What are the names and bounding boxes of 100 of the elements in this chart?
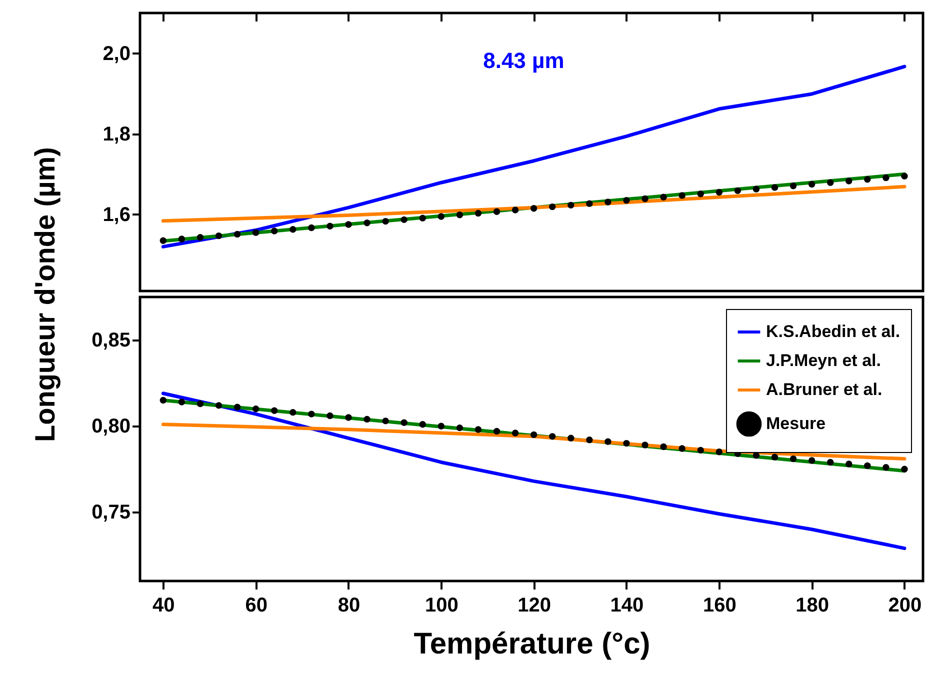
point	[882, 174, 890, 182]
y-tick-label: 0,75	[92, 502, 130, 524]
y-axis-title: Longueur d'onde (µm)	[30, 147, 60, 442]
x-tick-label: 140	[610, 594, 644, 616]
point	[364, 416, 370, 423]
point	[586, 436, 593, 444]
point	[345, 221, 352, 228]
x-tick-label: 180	[796, 594, 829, 616]
point	[234, 404, 241, 411]
x-tick-label: 200	[888, 594, 922, 616]
point	[697, 190, 704, 198]
point	[716, 448, 722, 456]
point	[178, 398, 186, 406]
x-axis-title: Température (°c)	[414, 628, 650, 660]
point	[196, 234, 204, 241]
point	[826, 179, 834, 186]
point	[215, 232, 222, 240]
point	[604, 198, 612, 206]
point	[178, 236, 186, 242]
point	[290, 408, 296, 416]
point	[271, 407, 278, 414]
point	[364, 220, 370, 226]
point	[623, 440, 630, 447]
legend-label: J.P.Meyn et al.	[766, 351, 881, 370]
y-tick-label: 0,85	[92, 330, 130, 352]
point	[308, 410, 315, 418]
point	[604, 438, 612, 445]
point	[474, 426, 482, 433]
point	[438, 213, 445, 220]
point	[882, 464, 890, 471]
point	[660, 194, 667, 200]
point	[345, 414, 352, 421]
point	[326, 222, 334, 230]
legend-label: Mesure	[766, 414, 826, 433]
point	[864, 462, 871, 470]
point	[586, 200, 593, 207]
point	[196, 400, 204, 408]
point	[271, 228, 278, 234]
point	[568, 202, 574, 209]
x-tick-label: 60	[245, 594, 268, 616]
point	[252, 406, 260, 412]
point	[530, 431, 538, 438]
point	[790, 182, 797, 190]
point	[400, 419, 408, 426]
point	[215, 402, 222, 409]
point	[160, 396, 167, 404]
point	[493, 208, 500, 215]
point	[419, 421, 426, 428]
point	[771, 454, 778, 460]
point	[512, 430, 519, 436]
point	[623, 197, 630, 204]
point	[864, 176, 871, 183]
legend-label: K.S.Abedin et al.	[766, 322, 900, 341]
line-series	[161, 184, 906, 223]
point	[642, 442, 648, 448]
point	[678, 445, 686, 452]
point	[642, 195, 648, 202]
point	[382, 418, 389, 424]
x-tick-label: 40	[152, 594, 175, 616]
point	[901, 172, 908, 180]
point	[752, 186, 760, 192]
y-tick-label: 1,6	[102, 204, 130, 226]
point	[438, 422, 445, 430]
point	[474, 210, 482, 217]
point	[790, 455, 797, 462]
point	[308, 224, 315, 232]
point	[808, 457, 816, 464]
point	[419, 214, 426, 222]
point	[697, 446, 704, 454]
point	[901, 466, 908, 472]
point	[716, 188, 722, 196]
point	[382, 218, 389, 225]
point	[234, 230, 241, 238]
x-tick-label: 120	[518, 594, 552, 616]
point	[512, 206, 519, 214]
point	[456, 424, 464, 432]
point	[846, 178, 852, 184]
point	[734, 187, 742, 194]
x-tick-label: 100	[424, 594, 458, 616]
point	[493, 428, 500, 435]
point	[568, 434, 574, 442]
point	[771, 184, 778, 191]
point	[548, 203, 556, 210]
point	[252, 229, 260, 236]
point	[678, 192, 686, 199]
point	[456, 212, 464, 218]
y-tick-label: 0,80	[92, 416, 130, 438]
y-tick-label: 2,0	[102, 42, 130, 65]
point	[530, 205, 538, 212]
legend-label: A.Bruner et al.	[766, 380, 882, 399]
annotation: 8.43 µm	[483, 48, 564, 73]
point	[808, 180, 816, 188]
point	[326, 412, 334, 420]
point	[290, 226, 296, 233]
point	[660, 443, 667, 450]
point	[160, 237, 167, 244]
point	[548, 433, 556, 440]
point	[846, 460, 852, 468]
y-tick-label: 1,8	[102, 123, 130, 146]
point	[826, 458, 834, 466]
